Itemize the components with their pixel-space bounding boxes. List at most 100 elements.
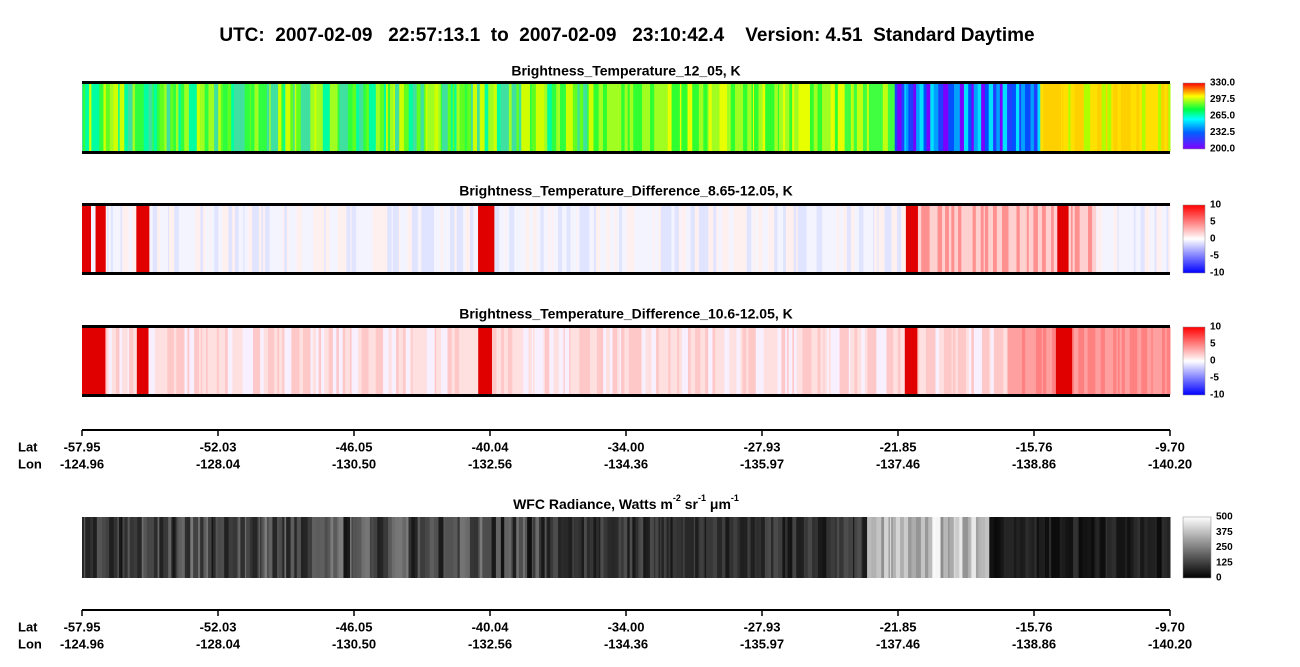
strip-column bbox=[1053, 83, 1059, 152]
strip-column bbox=[1023, 83, 1026, 152]
strip-column bbox=[607, 517, 613, 578]
strip-column bbox=[251, 83, 255, 152]
strip-column bbox=[1161, 517, 1165, 578]
strip-column bbox=[254, 83, 259, 152]
strip-column bbox=[730, 83, 736, 152]
strip-column bbox=[152, 83, 155, 152]
strip-column bbox=[767, 327, 772, 395]
strip-column bbox=[951, 327, 954, 395]
strip-column bbox=[441, 327, 444, 395]
strip-column bbox=[997, 205, 1003, 273]
strip-column bbox=[908, 205, 913, 273]
strip-column bbox=[908, 517, 912, 578]
strip-column bbox=[749, 83, 753, 152]
strip-column bbox=[383, 83, 387, 152]
strip-column bbox=[843, 205, 848, 273]
strip-column bbox=[312, 327, 317, 395]
strip-column bbox=[511, 83, 517, 152]
strip-column bbox=[369, 517, 373, 578]
strip-column bbox=[965, 205, 969, 273]
strip-column bbox=[282, 517, 285, 578]
strip-column bbox=[806, 205, 810, 273]
strip-column bbox=[1121, 83, 1127, 152]
strip-column bbox=[531, 83, 537, 152]
strip-column bbox=[1033, 83, 1037, 152]
strip-column bbox=[1040, 83, 1044, 152]
strip-column bbox=[600, 517, 604, 578]
strip-column bbox=[129, 517, 135, 578]
strip-column bbox=[285, 83, 287, 152]
strip-column bbox=[1130, 517, 1133, 578]
strip-column bbox=[164, 83, 168, 152]
strip-column bbox=[570, 327, 575, 395]
strip-column bbox=[993, 83, 997, 152]
strip-column bbox=[765, 205, 768, 273]
strip-column bbox=[270, 83, 273, 152]
strip-column bbox=[1121, 517, 1126, 578]
strip-column bbox=[966, 517, 969, 578]
strip-column bbox=[393, 83, 396, 152]
strip-column bbox=[1116, 327, 1119, 395]
strip-column bbox=[1021, 83, 1025, 152]
strip-column bbox=[176, 327, 179, 395]
strip-column bbox=[518, 517, 524, 578]
strip-column bbox=[774, 83, 779, 152]
strip-column bbox=[584, 205, 590, 273]
strip-column bbox=[782, 205, 787, 273]
strip-column bbox=[645, 83, 651, 152]
strip-column bbox=[369, 205, 374, 273]
strip-column bbox=[150, 517, 154, 578]
strip-column bbox=[103, 83, 107, 152]
strip-column bbox=[603, 327, 607, 395]
strip-column bbox=[826, 517, 832, 578]
strip-column bbox=[629, 517, 633, 578]
strip-column bbox=[925, 517, 929, 578]
strip-column bbox=[511, 517, 514, 578]
lon-value: -140.20 bbox=[1148, 636, 1192, 651]
strip-column bbox=[593, 205, 597, 273]
strip-column bbox=[434, 83, 439, 152]
strip-column bbox=[645, 327, 651, 395]
colorbar bbox=[1182, 516, 1212, 579]
strip-column bbox=[347, 83, 354, 152]
strip-column bbox=[291, 327, 295, 395]
strip-column bbox=[553, 327, 556, 395]
lon-value: -132.56 bbox=[468, 636, 512, 651]
strip-column bbox=[478, 205, 483, 273]
strip-column bbox=[419, 205, 422, 273]
strip-column bbox=[84, 517, 86, 578]
strip-column bbox=[514, 205, 518, 273]
strip-column bbox=[368, 83, 374, 152]
strip-column bbox=[1003, 327, 1008, 395]
strip-column bbox=[983, 205, 986, 273]
panel-title: WFC Radiance, Watts m-2 sr-1 μm-1 bbox=[513, 493, 739, 511]
strip-column bbox=[1156, 83, 1159, 152]
strip-column bbox=[969, 517, 972, 578]
strip-column bbox=[627, 517, 631, 578]
strip-column bbox=[954, 205, 959, 273]
strip-column bbox=[733, 517, 738, 578]
strip-column bbox=[1007, 327, 1010, 395]
strip-column bbox=[719, 83, 724, 152]
strip-column bbox=[948, 327, 953, 395]
strip-column bbox=[1107, 83, 1112, 152]
strip-column bbox=[971, 517, 977, 578]
strip-column bbox=[831, 205, 834, 273]
strip-column bbox=[1058, 83, 1062, 152]
strip-column bbox=[407, 327, 411, 395]
strip-column bbox=[149, 205, 154, 273]
strip-column bbox=[977, 83, 982, 152]
strip-column bbox=[653, 517, 656, 578]
strip-column bbox=[670, 205, 672, 273]
strip-column bbox=[296, 205, 302, 273]
strip-column bbox=[619, 327, 622, 395]
strip-column bbox=[703, 83, 707, 152]
strip-column bbox=[249, 517, 253, 578]
strip-column bbox=[171, 517, 174, 578]
strip-column bbox=[1049, 517, 1052, 578]
strip-column bbox=[143, 517, 148, 578]
strip-column bbox=[216, 327, 220, 395]
strip-column bbox=[955, 517, 960, 578]
strip-column bbox=[901, 205, 907, 273]
strip-column bbox=[454, 327, 460, 395]
